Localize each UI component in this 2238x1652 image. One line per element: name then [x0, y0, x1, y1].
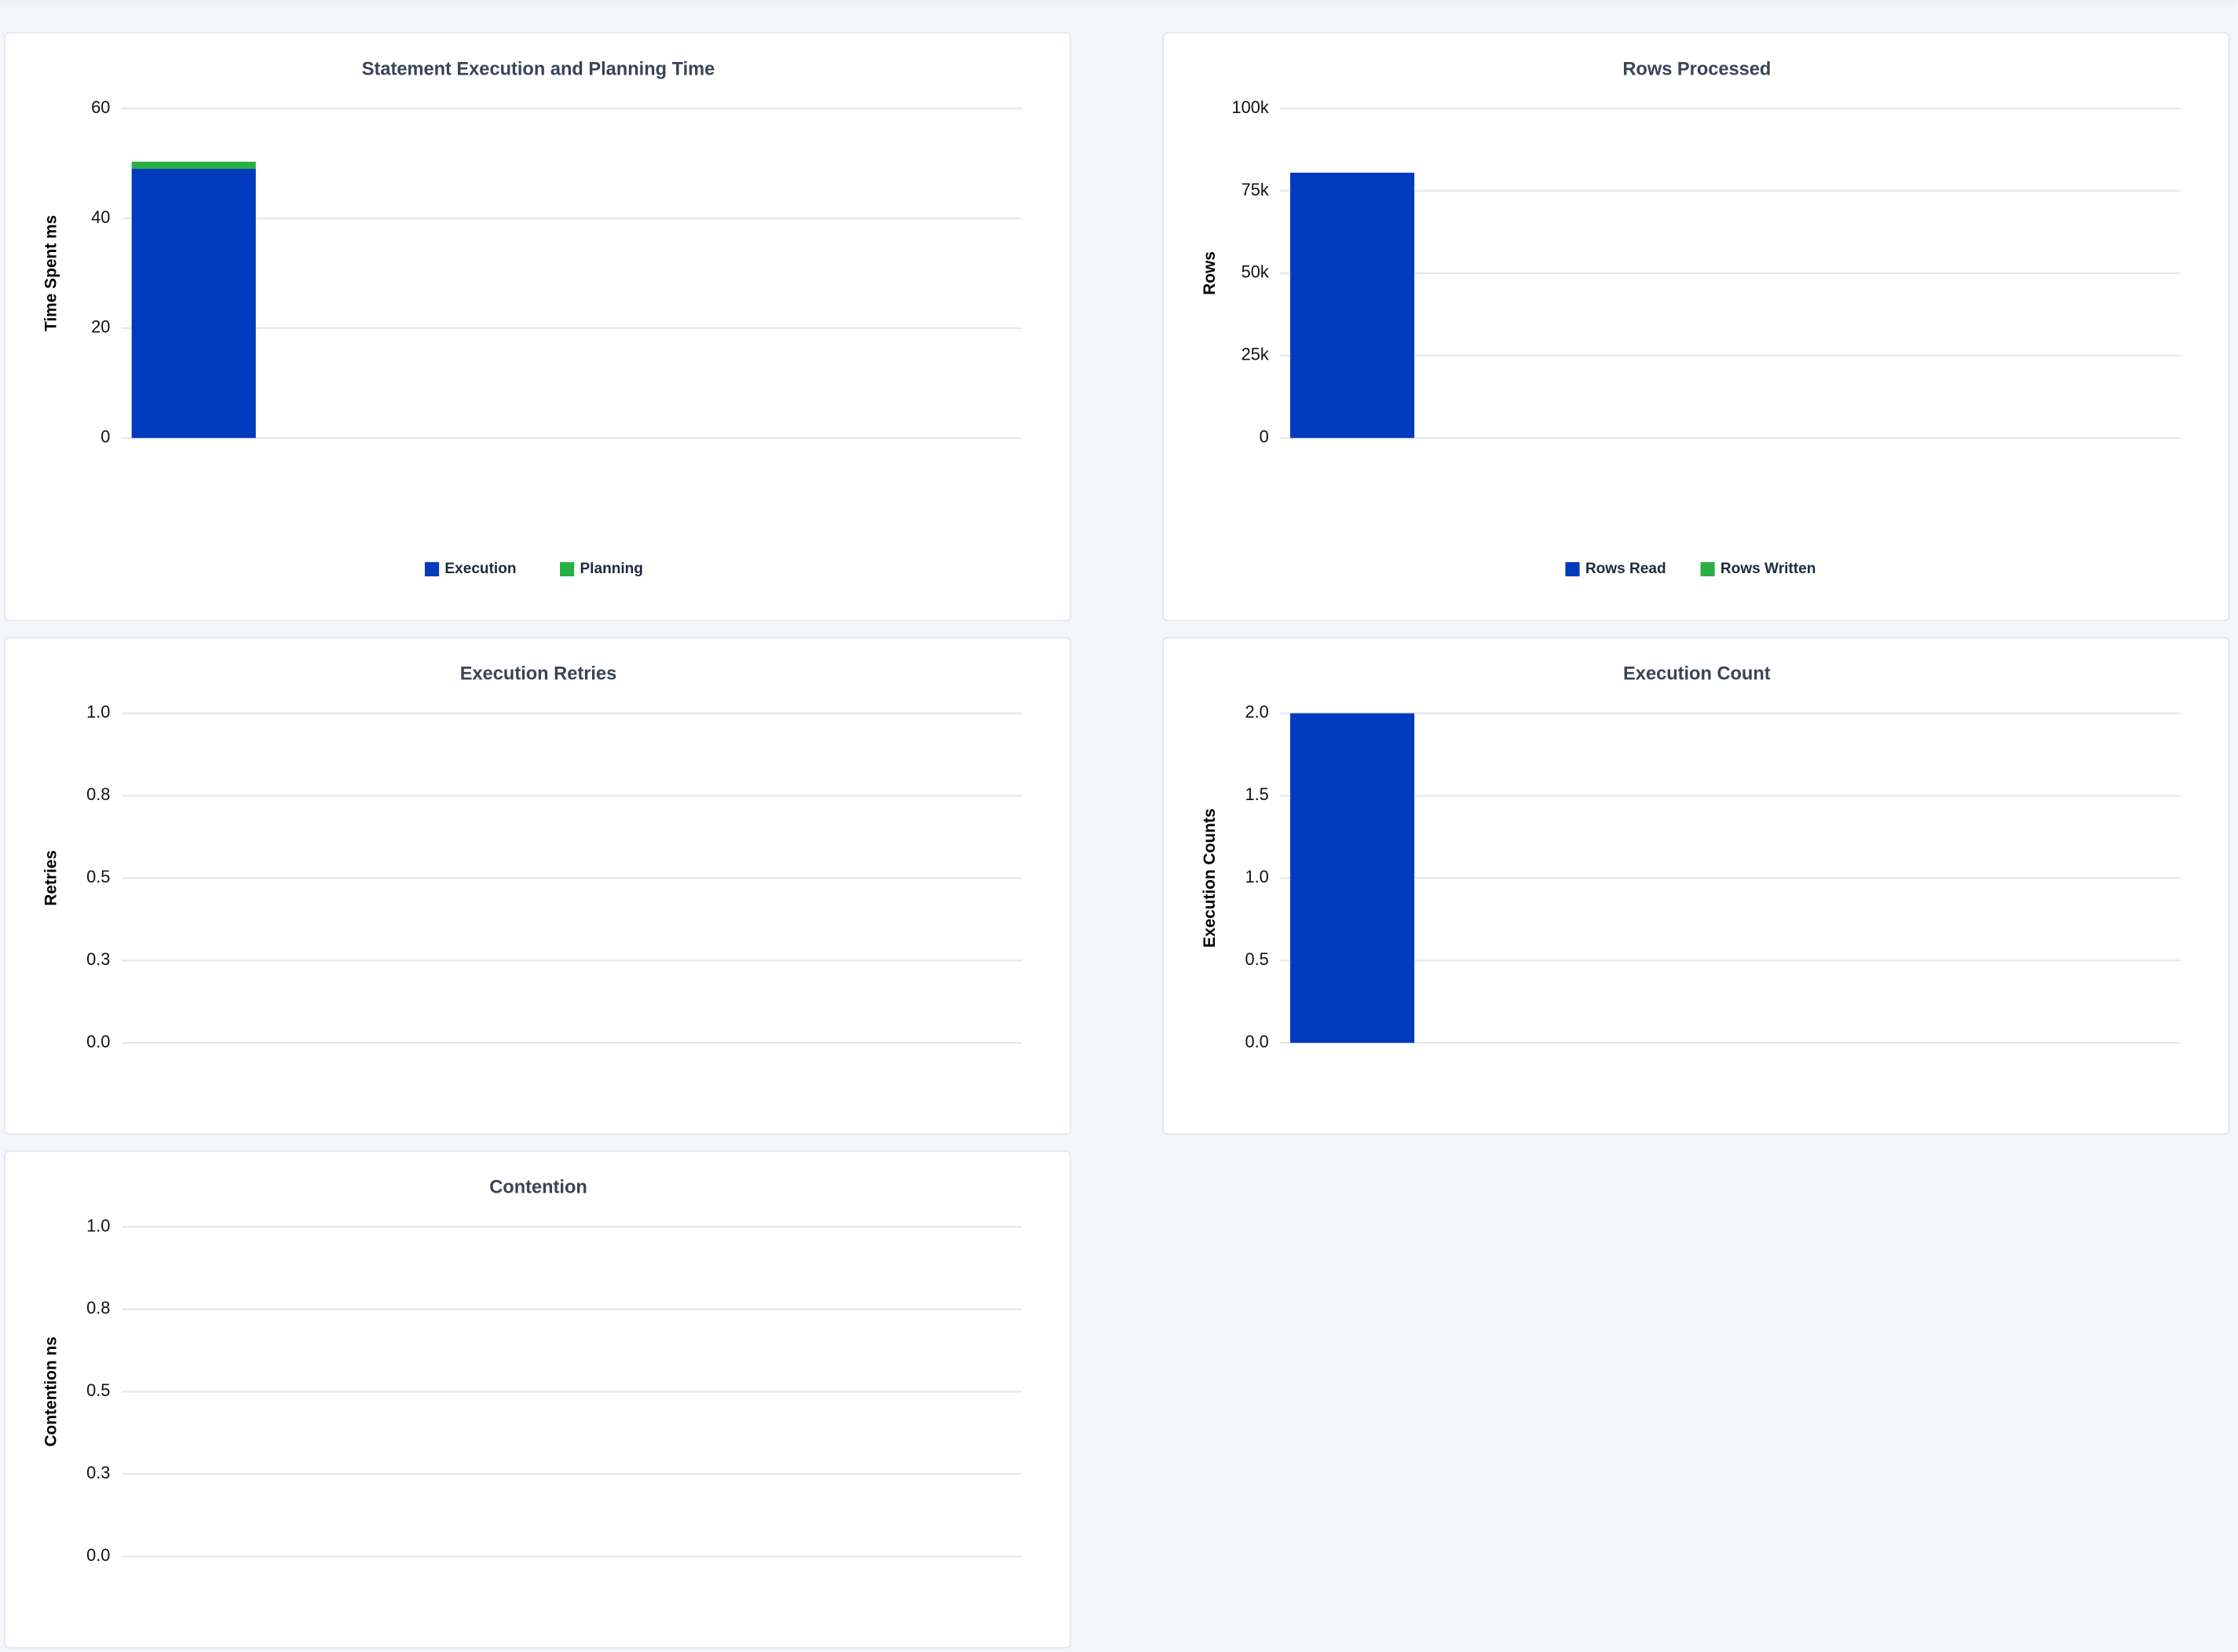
y-tick-label: 0.5 [86, 867, 110, 886]
chart-title: Contention [489, 1178, 587, 1198]
legend-swatch [424, 561, 440, 577]
y-tick-label: 40 [91, 207, 110, 227]
y-tick-label: 0.3 [86, 949, 110, 969]
legend-swatch [1700, 561, 1715, 577]
chart-title: Rows Processed [1622, 59, 1771, 79]
y-tick-label: 0.0 [86, 1032, 110, 1051]
y-tick-label: 100k [1232, 97, 1269, 117]
y-tick-label: 75k [1242, 180, 1269, 199]
legend-label: Execution [444, 561, 516, 577]
chart-panel [4, 1150, 1072, 1649]
chart-panel [4, 31, 1072, 622]
y-tick-label: 0.8 [86, 1298, 110, 1318]
top-bar [0, 0, 2238, 8]
legend-label: Rows Read [1585, 561, 1666, 577]
chart-title: Execution Retries [460, 664, 616, 685]
y-axis-label: Contention ns [42, 1336, 60, 1446]
bar [131, 169, 256, 438]
y-tick-label: 1.0 [86, 702, 110, 722]
y-axis-label: Retries [42, 850, 60, 906]
y-tick-label: 0 [101, 427, 110, 447]
y-tick-label: 25k [1242, 345, 1269, 364]
y-tick-label: 2.0 [1245, 702, 1268, 722]
y-tick-label: 0 [1260, 427, 1269, 447]
y-tick-label: 1.0 [86, 1215, 110, 1235]
chart-title: Execution Count [1623, 664, 1771, 685]
y-axis-label: Execution Counts [1201, 809, 1219, 948]
y-tick-label: 1.5 [1245, 784, 1268, 804]
bar [131, 161, 256, 170]
bar [1290, 713, 1415, 1043]
y-axis-label: Time Spent ms [42, 215, 60, 331]
y-tick-label: 0.0 [86, 1545, 110, 1565]
y-tick-label: 0.0 [1245, 1032, 1268, 1051]
y-tick-label: 0.5 [86, 1380, 110, 1400]
legend-label: Rows Written [1721, 561, 1816, 577]
bar [1290, 172, 1415, 438]
chart-panel [1162, 31, 2230, 622]
y-tick-label: 0.5 [1245, 949, 1268, 969]
y-tick-label: 1.0 [1245, 867, 1268, 886]
y-tick-label: 0.8 [86, 784, 110, 804]
y-tick-label: 0.3 [86, 1463, 110, 1482]
legend-swatch [560, 561, 575, 577]
legend-swatch [1565, 561, 1580, 577]
y-tick-label: 20 [91, 317, 110, 337]
chart-title: Statement Execution and Planning Time [362, 59, 715, 79]
chart-panel [1162, 637, 2230, 1135]
chart-panel [4, 637, 1072, 1135]
legend-label: Planning [580, 561, 643, 577]
y-axis-label: Rows [1201, 251, 1219, 295]
y-tick-label: 60 [91, 97, 110, 117]
y-tick-label: 50k [1242, 262, 1269, 282]
